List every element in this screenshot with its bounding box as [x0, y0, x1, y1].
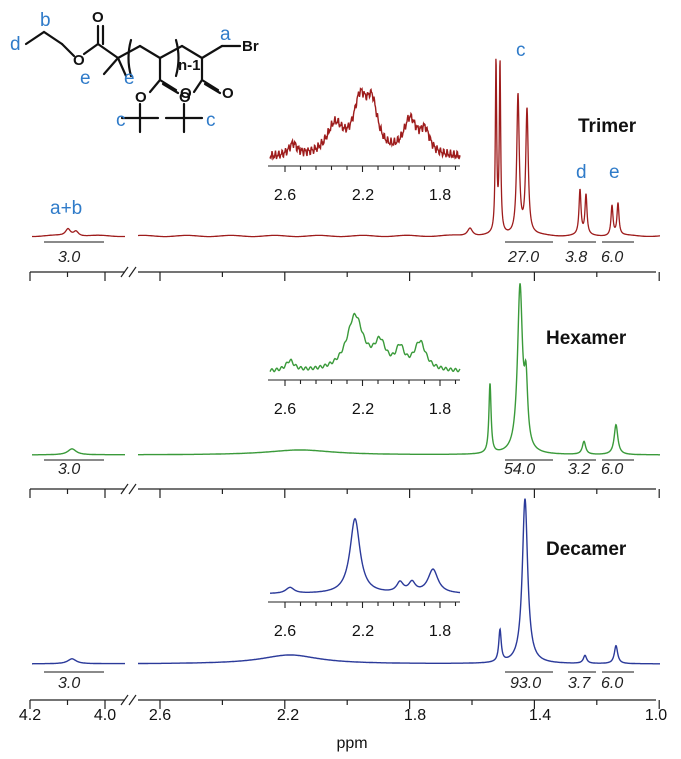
atom-br: Br	[242, 38, 259, 55]
proton-label: e	[124, 68, 135, 89]
axes-group	[29, 266, 660, 709]
inset-decamer	[270, 517, 460, 594]
inset-tick-label: 2.2	[352, 187, 374, 204]
inset-decamer-axis	[268, 601, 460, 608]
inset-tick-label: 1.8	[429, 187, 451, 204]
x-tick-label: 4.0	[94, 707, 116, 724]
inset-trimer	[269, 86, 461, 161]
x-tick-label: 1.0	[645, 707, 667, 724]
repeat-subscript: n-1	[178, 57, 201, 74]
integral-value: 3.0	[58, 249, 80, 266]
inset-tick-label: 1.8	[429, 623, 451, 640]
proton-label: b	[40, 10, 51, 31]
axis-main	[29, 694, 660, 709]
spectrum-hexamer-right	[138, 283, 660, 456]
spectrum-trimer-right	[138, 58, 660, 238]
proton-label: c	[116, 110, 126, 131]
x-tick-label: 4.2	[19, 707, 41, 724]
integral-value: 6.0	[601, 249, 623, 266]
proton-label: c	[206, 110, 216, 131]
integral-value: 54.0	[504, 461, 535, 478]
integral-value: 3.7	[568, 675, 591, 692]
integral-value: 6.0	[601, 675, 623, 692]
spectrum-decamer-left	[32, 658, 125, 665]
atom-o: O	[179, 89, 191, 106]
spectrum-decamer-right	[138, 498, 660, 665]
peak-label-d: d	[576, 162, 587, 183]
proton-label: e	[80, 68, 91, 89]
atom-o: O	[73, 52, 85, 69]
series-title-decamer: Decamer	[546, 539, 627, 560]
series-title-hexamer: Hexamer	[546, 328, 627, 349]
inset-tick-label: 2.6	[274, 401, 296, 418]
inset-tick-label: 1.8	[429, 401, 451, 418]
x-tick-label: 1.4	[529, 707, 551, 724]
peak-label-e: e	[609, 162, 620, 183]
spectrum-trimer-left	[32, 227, 125, 238]
proton-label: a	[220, 24, 231, 45]
axis-trimer	[29, 266, 660, 281]
atom-o: O	[222, 85, 234, 102]
proton-label: d	[10, 34, 21, 55]
structure-proton-labels: d b e e a c c	[10, 10, 231, 131]
integral-value: 3.8	[565, 249, 587, 266]
integral-value: 6.0	[601, 461, 623, 478]
inset-tick-label: 2.2	[352, 401, 374, 418]
atom-o: O	[135, 89, 147, 106]
spectra-group	[32, 58, 660, 665]
inset-tick-label: 2.6	[274, 623, 296, 640]
x-axis-label: ppm	[336, 735, 367, 752]
atom-o: O	[92, 9, 104, 26]
inset-hexamer-axis	[268, 379, 460, 386]
inset-tick-labels: 2.6 2.2 1.8 2.6 2.2 1.8 2.6 2.2 1.8	[274, 187, 451, 640]
peak-label-ab: a+b	[50, 198, 82, 219]
integral-value: 93.0	[510, 675, 541, 692]
inset-hexamer	[269, 312, 461, 373]
chemical-structure	[24, 24, 242, 134]
integral-value: 3.0	[58, 675, 80, 692]
axis-hexamer	[29, 483, 660, 498]
inset-tick-label: 2.6	[274, 187, 296, 204]
integral-value: 3.2	[568, 461, 590, 478]
x-tick-label: 2.2	[277, 707, 299, 724]
integral-value: 27.0	[507, 249, 539, 266]
insets-group	[268, 86, 461, 608]
inset-tick-label: 2.2	[352, 623, 374, 640]
peak-label-c: c	[516, 40, 526, 61]
x-tick-label: 1.8	[404, 707, 426, 724]
atom-o: O	[180, 85, 192, 102]
integral-value: 3.0	[58, 461, 80, 478]
series-title-trimer: Trimer	[578, 116, 637, 137]
structure-atoms: O O O O O O Br n-1	[73, 9, 259, 106]
x-tick-label: 2.6	[149, 707, 171, 724]
spectrum-hexamer-left	[32, 448, 125, 456]
inset-trimer-axis	[268, 165, 460, 172]
